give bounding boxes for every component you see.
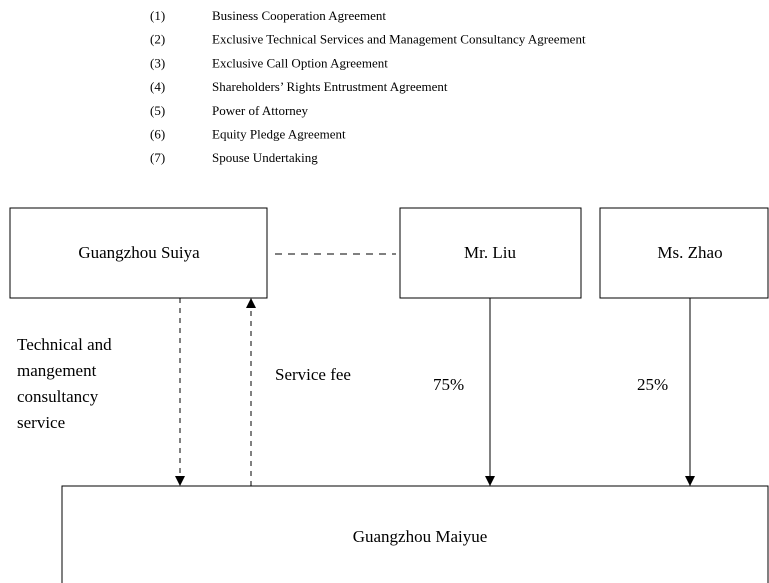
list-number: (5)	[150, 103, 165, 118]
node-label: Ms. Zhao	[657, 243, 722, 262]
node-box	[399, 207, 582, 299]
list-item: Equity Pledge Agreement	[212, 126, 346, 141]
list-number: (4)	[150, 79, 165, 94]
node-box	[61, 485, 769, 583]
list-item: Business Cooperation Agreement	[212, 8, 386, 23]
node-box	[599, 207, 769, 299]
edge-label: mangement	[17, 361, 97, 380]
list-item: Spouse Undertaking	[212, 150, 318, 165]
list-item: Power of Attorney	[212, 103, 309, 118]
node-label: Mr. Liu	[464, 243, 516, 262]
list-number: (1)	[150, 8, 165, 23]
list-item: Shareholders’ Rights Entrustment Agreeme…	[212, 79, 448, 94]
edge-label: 75%	[433, 375, 464, 394]
edge-label: consultancy	[17, 387, 99, 406]
node-box	[9, 207, 268, 299]
list-number: (7)	[150, 150, 165, 165]
list-item: Exclusive Technical Services and Managem…	[212, 32, 586, 47]
node-label: Guangzhou Maiyue	[353, 527, 488, 546]
agreement-list: (1) Business Cooperation Agreement (2) Excl…	[150, 8, 586, 165]
node-label: Guangzhou Suiya	[78, 243, 200, 262]
list-number: (2)	[150, 32, 165, 47]
edge-label: 25%	[637, 375, 668, 394]
edge-label: service	[17, 413, 65, 432]
list-item: Exclusive Call Option Agreement	[212, 55, 388, 70]
list-number: (3)	[150, 55, 165, 70]
edge-label: Service fee	[275, 365, 351, 384]
list-number: (6)	[150, 126, 165, 141]
edge-label: Technical and	[17, 335, 112, 354]
